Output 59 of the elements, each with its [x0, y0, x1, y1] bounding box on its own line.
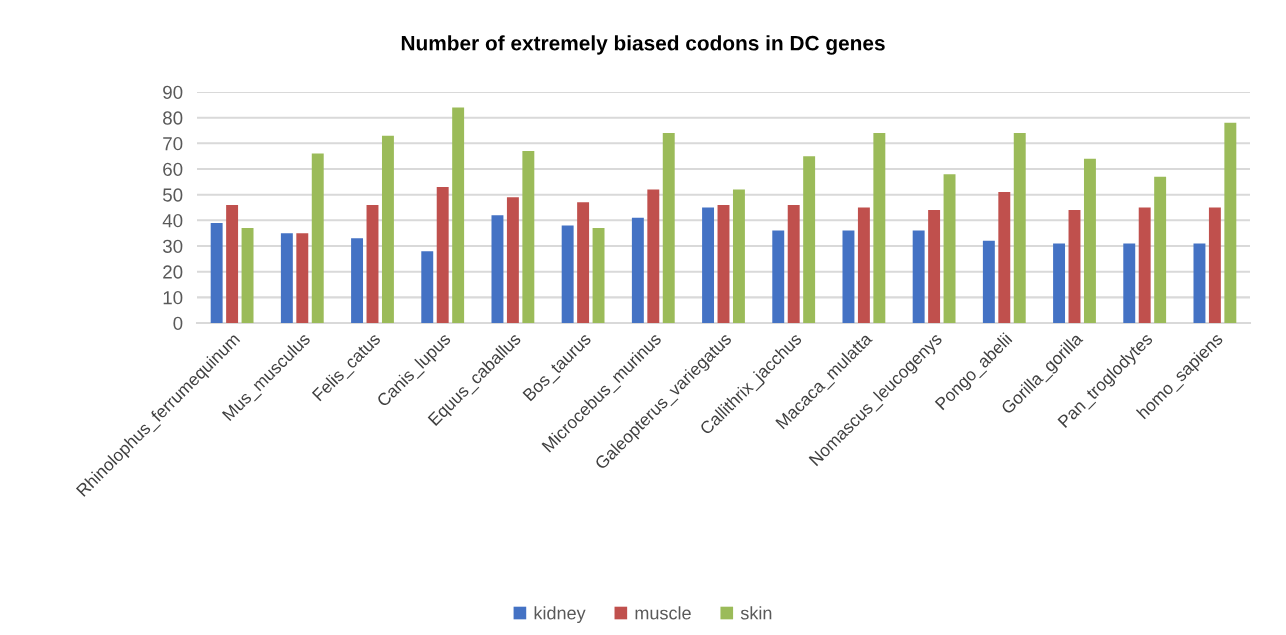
y-tick-label: 20: [163, 265, 183, 279]
bar: [210, 222, 223, 323]
bar: [631, 217, 644, 323]
y-tick-label: 30: [162, 239, 183, 253]
bar: [381, 135, 394, 323]
bar: [943, 174, 956, 323]
legend-label: kidney: [534, 606, 586, 624]
bar: [522, 151, 535, 323]
bar: [351, 238, 364, 323]
bar: [842, 230, 855, 323]
bar: [1193, 243, 1206, 323]
y-tick-label: 60: [163, 162, 183, 176]
bar: [732, 189, 745, 323]
chart-title: Number of extremely biased codons in DC genes: [401, 35, 885, 55]
bar: [857, 207, 870, 323]
bar: [226, 204, 239, 323]
bar: [803, 156, 816, 323]
bar: [561, 225, 574, 323]
bar: [241, 228, 254, 323]
y-tick-label: 0: [173, 316, 183, 330]
bar: [491, 215, 504, 323]
bar: [1224, 122, 1237, 323]
bar: [1123, 243, 1136, 323]
y-tick-label: 50: [163, 188, 183, 202]
bar: [280, 233, 293, 323]
bar: [982, 240, 995, 323]
bar: [702, 207, 715, 323]
bar: [787, 204, 800, 323]
bar: [772, 230, 785, 323]
y-tick-label: 90: [163, 85, 183, 99]
bar: [662, 133, 675, 323]
bar: [436, 186, 449, 323]
bar: [366, 204, 379, 323]
bar: [1154, 176, 1167, 323]
y-tick-label: 40: [162, 214, 183, 228]
legend-label: muscle: [635, 606, 691, 620]
bar: [1083, 158, 1096, 323]
bar: [311, 153, 324, 323]
bar: [1053, 243, 1066, 323]
bar: [577, 202, 590, 323]
bar: [1068, 210, 1081, 323]
bar: [912, 230, 925, 323]
y-tick-label: 80: [163, 111, 183, 125]
bar: [647, 189, 660, 323]
bar: [1208, 207, 1221, 323]
y-tick-label: 70: [163, 137, 183, 151]
bar: [592, 228, 605, 323]
bar: [506, 197, 519, 323]
bar: [873, 133, 886, 323]
bar: [717, 204, 730, 323]
bar: [1138, 207, 1151, 323]
bar: [1013, 133, 1026, 323]
bar: [998, 192, 1011, 323]
legend-label: skin: [740, 606, 772, 620]
bar: [928, 210, 941, 323]
bar: [296, 233, 309, 323]
bar: [452, 107, 465, 323]
y-tick-label: 10: [163, 291, 183, 305]
bar: [421, 251, 434, 323]
